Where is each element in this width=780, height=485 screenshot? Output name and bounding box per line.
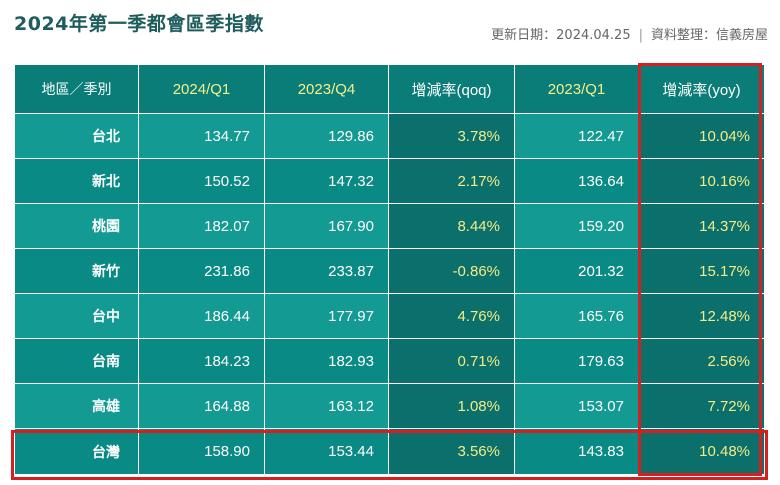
- cell-region: 台南: [14, 338, 139, 384]
- cell-qoq: 2.17%: [388, 158, 515, 204]
- header-qoq: 增減率(qoq): [388, 64, 515, 114]
- cell-2023-q4: 147.32: [264, 158, 389, 204]
- cell-qoq: 1.08%: [388, 383, 515, 429]
- cell-2023-q4: 182.93: [264, 338, 389, 384]
- header-2024-q1: 2024/Q1: [138, 64, 265, 114]
- table-header-row: 地區／季別 2024/Q1 2023/Q4 增減率(qoq) 2023/Q1 增…: [14, 64, 765, 114]
- cell-2024-q1: 150.52: [138, 158, 265, 204]
- cell-yoy: 7.72%: [638, 383, 765, 429]
- table-row: 台北 134.77 129.86 3.78% 122.47 10.04%: [14, 113, 765, 159]
- cell-region: 台北: [14, 113, 139, 159]
- table-row: 新竹 231.86 233.87 -0.86% 201.32 15.17%: [14, 248, 765, 294]
- table-row: 台中 186.44 177.97 4.76% 165.76 12.48%: [14, 293, 765, 339]
- cell-2023-q1: 153.07: [514, 383, 639, 429]
- cell-2023-q1: 136.64: [514, 158, 639, 204]
- cell-2024-q1: 158.90: [138, 428, 265, 475]
- cell-qoq: 3.78%: [388, 113, 515, 159]
- cell-2023-q4: 153.44: [264, 428, 389, 475]
- cell-region: 新竹: [14, 248, 139, 294]
- cell-region: 桃園: [14, 203, 139, 249]
- cell-2024-q1: 134.77: [138, 113, 265, 159]
- source-separator: |: [638, 28, 643, 43]
- table-row: 台灣 158.90 153.44 3.56% 143.83 10.48%: [14, 428, 765, 475]
- cell-2024-q1: 186.44: [138, 293, 265, 339]
- cell-2023-q4: 129.86: [264, 113, 389, 159]
- cell-yoy: 2.56%: [638, 338, 765, 384]
- cell-2023-q4: 233.87: [264, 248, 389, 294]
- cell-2023-q1: 143.83: [514, 428, 639, 475]
- header-2023-q1: 2023/Q1: [514, 64, 639, 114]
- index-table: 地區／季別 2024/Q1 2023/Q4 增減率(qoq) 2023/Q1 增…: [14, 64, 765, 475]
- cell-2023-q1: 122.47: [514, 113, 639, 159]
- cell-yoy: 10.16%: [638, 158, 765, 204]
- cell-2023-q4: 167.90: [264, 203, 389, 249]
- data-source: 資料整理：信義房屋: [650, 28, 768, 43]
- table-row: 高雄 164.88 163.12 1.08% 153.07 7.72%: [14, 383, 765, 429]
- cell-2024-q1: 231.86: [138, 248, 265, 294]
- source-note: 更新日期：2024.04.25 | 資料整理：信義房屋: [491, 24, 768, 43]
- cell-2023-q1: 179.63: [514, 338, 639, 384]
- cell-qoq: 3.56%: [388, 428, 515, 475]
- cell-2024-q1: 164.88: [138, 383, 265, 429]
- cell-region: 高雄: [14, 383, 139, 429]
- cell-2023-q4: 163.12: [264, 383, 389, 429]
- table-row: 台南 184.23 182.93 0.71% 179.63 2.56%: [14, 338, 765, 384]
- cell-qoq: 4.76%: [388, 293, 515, 339]
- cell-2023-q1: 159.20: [514, 203, 639, 249]
- cell-region: 新北: [14, 158, 139, 204]
- cell-2023-q1: 165.76: [514, 293, 639, 339]
- cell-2023-q4: 177.97: [264, 293, 389, 339]
- cell-yoy: 15.17%: [638, 248, 765, 294]
- table-body: 台北 134.77 129.86 3.78% 122.47 10.04% 新北 150.52 1…: [14, 113, 765, 475]
- cell-2024-q1: 182.07: [138, 203, 265, 249]
- cell-yoy: 10.48%: [638, 428, 765, 475]
- cell-region: 台中: [14, 293, 139, 339]
- cell-2024-q1: 184.23: [138, 338, 265, 384]
- update-date: 更新日期：2024.04.25: [491, 28, 631, 43]
- cell-yoy: 14.37%: [638, 203, 765, 249]
- header-yoy: 增減率(yoy): [638, 64, 765, 114]
- cell-region: 台灣: [14, 428, 139, 475]
- table-row: 桃園 182.07 167.90 8.44% 159.20 14.37%: [14, 203, 765, 249]
- cell-qoq: 8.44%: [388, 203, 515, 249]
- cell-qoq: 0.71%: [388, 338, 515, 384]
- cell-qoq: -0.86%: [388, 248, 515, 294]
- cell-2023-q1: 201.32: [514, 248, 639, 294]
- header-region: 地區／季別: [14, 64, 139, 114]
- cell-yoy: 12.48%: [638, 293, 765, 339]
- cell-yoy: 10.04%: [638, 113, 765, 159]
- page-title: 2024年第一季都會區季指數: [14, 13, 264, 35]
- header-2023-q4: 2023/Q4: [264, 64, 389, 114]
- table-row: 新北 150.52 147.32 2.17% 136.64 10.16%: [14, 158, 765, 204]
